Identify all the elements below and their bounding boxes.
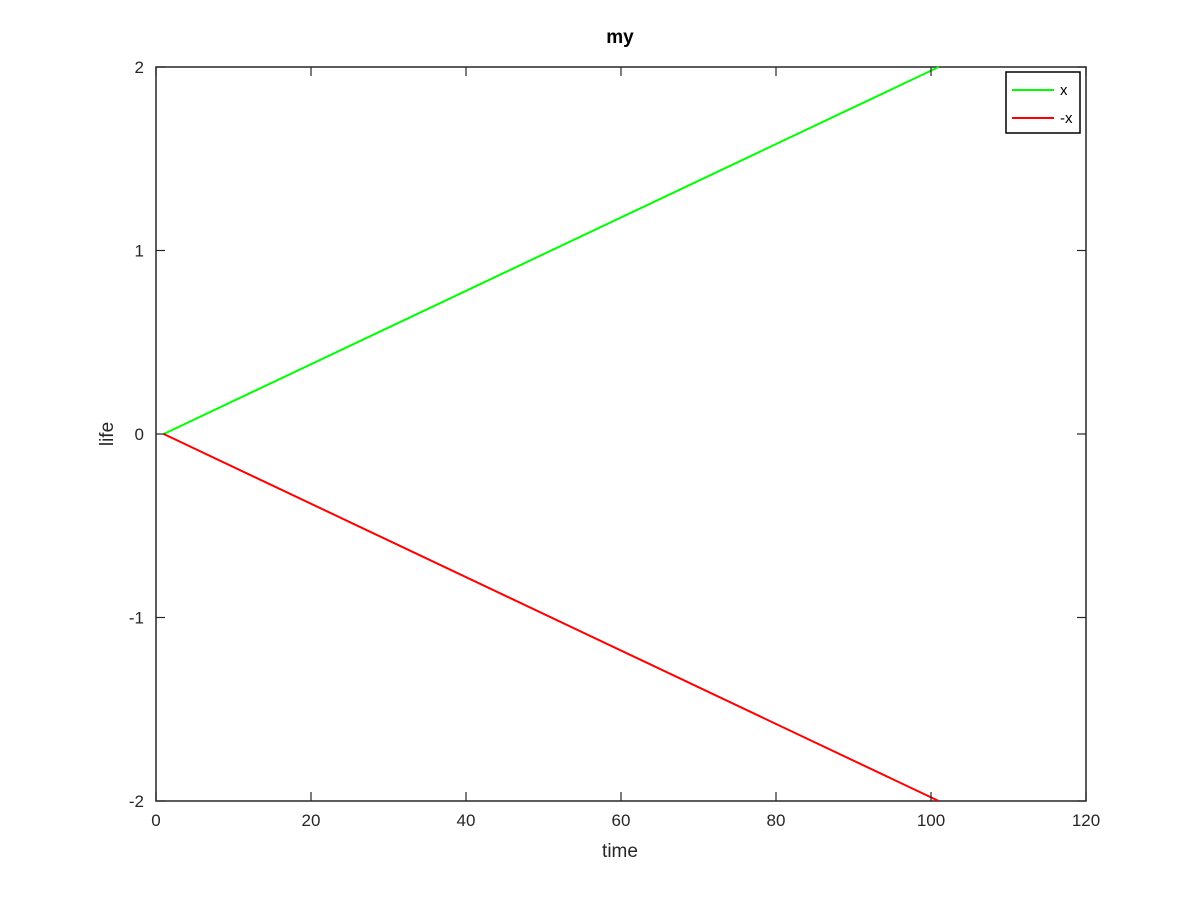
- x-tick-label: 60: [612, 811, 631, 830]
- series-line-0: [163, 66, 940, 435]
- y-tick-label: 2: [135, 58, 144, 77]
- plot-frame: [155, 66, 1087, 802]
- y-tick-label: -2: [129, 792, 144, 811]
- x-tick-label: 0: [151, 811, 160, 830]
- x-tick-label: 40: [457, 811, 476, 830]
- y-tick-label: 0: [135, 425, 144, 444]
- legend-box: [1005, 71, 1081, 134]
- x-tick-label: 100: [917, 811, 945, 830]
- x-axis-label: time: [602, 841, 638, 862]
- y-tick-label: 1: [135, 242, 144, 261]
- chart-title: my: [606, 27, 634, 48]
- x-tick-label: 80: [767, 811, 786, 830]
- legend-label-0: x: [1060, 82, 1068, 99]
- legend: x -x: [1005, 71, 1081, 134]
- series-line-1: [163, 433, 940, 802]
- plot-area: [155, 66, 1087, 802]
- legend-label-1: -x: [1060, 110, 1073, 127]
- y-tick-label: -1: [129, 609, 144, 628]
- x-tick-label: 120: [1072, 811, 1100, 830]
- ticks-layer: 0 20 40 60 80 100 120 -2 -1 0 1 2: [129, 58, 1100, 830]
- x-tick-label: 20: [302, 811, 321, 830]
- y-axis-label: life: [97, 422, 118, 446]
- series-layer: [163, 66, 940, 802]
